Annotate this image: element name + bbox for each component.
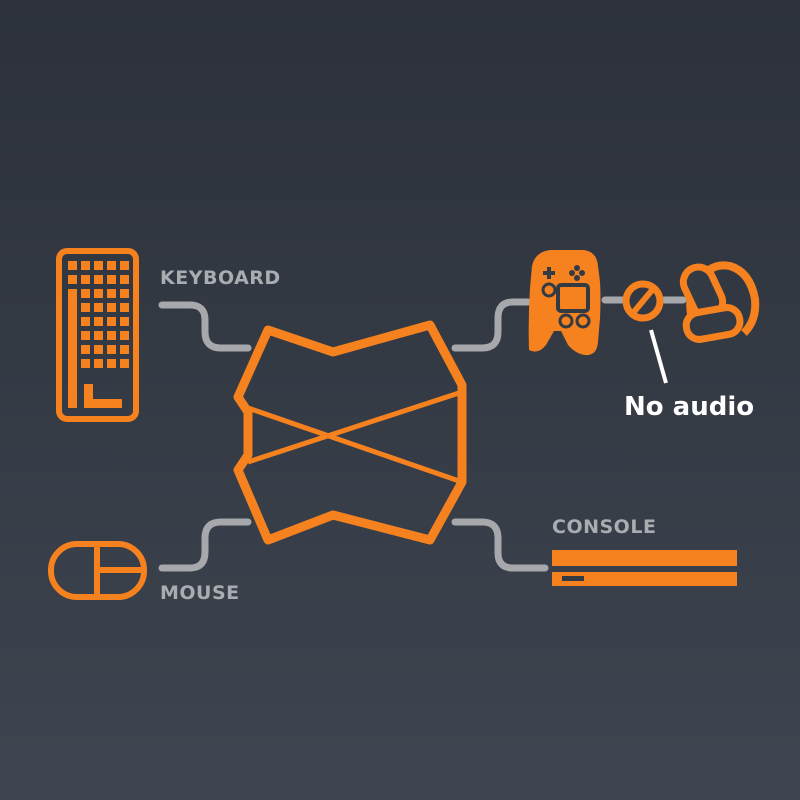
keyboard-key (120, 359, 129, 368)
gamepad-icon (528, 250, 601, 356)
keyboard-key (81, 345, 90, 354)
keyboard-key (120, 345, 129, 354)
keyboard-key (94, 345, 103, 354)
mouse-icon (48, 541, 147, 600)
keyboard-key (94, 275, 103, 284)
keyboard-key (94, 317, 103, 326)
keyboard-key (68, 289, 77, 408)
keyboard-key (107, 331, 116, 340)
keyboard-key (81, 303, 90, 312)
keyboard-key (107, 261, 116, 270)
keyboard-key (94, 359, 103, 368)
keyboard-key (81, 289, 90, 298)
keyboard-key (120, 317, 129, 326)
no-audio-label: No audio (624, 392, 755, 422)
keyboard-key (120, 289, 129, 298)
keyboard-key (107, 275, 116, 284)
keyboard-key (94, 303, 103, 312)
keyboard-key (107, 359, 116, 368)
keyboard-key (120, 303, 129, 312)
headset-icon (679, 261, 760, 343)
gamepad-cable (451, 298, 532, 352)
keyboard-key (81, 317, 90, 326)
mouse-label: MOUSE (160, 582, 240, 604)
keyboard-key (81, 261, 90, 270)
keyboard-key (94, 331, 103, 340)
keyboard-key (94, 289, 103, 298)
console-cable (451, 518, 549, 572)
keyboard-key (81, 331, 90, 340)
keyboard-key (81, 275, 90, 284)
keyboard-cable (158, 301, 252, 352)
keyboard-key (68, 275, 77, 284)
keyboard-key (107, 289, 116, 298)
no-audio-pointer (649, 329, 668, 384)
mouse-cable (158, 518, 252, 572)
keyboard-key (120, 275, 129, 284)
keyboard-key (107, 303, 116, 312)
keyboard-icon (56, 248, 139, 422)
keyboard-key (94, 261, 103, 270)
keyboard-key (107, 317, 116, 326)
console-label: CONSOLE (552, 516, 657, 538)
keyboard-key (81, 359, 90, 368)
keyboard-label: KEYBOARD (160, 267, 281, 289)
keyboard-key (107, 345, 116, 354)
connector-cables (158, 296, 687, 572)
keyboard-key (120, 261, 129, 270)
no-audio-icon (622, 280, 664, 322)
adapter-hub-icon (233, 320, 467, 545)
keyboard-key (120, 331, 129, 340)
keyboard-key (68, 261, 77, 270)
console-icon (552, 550, 737, 586)
